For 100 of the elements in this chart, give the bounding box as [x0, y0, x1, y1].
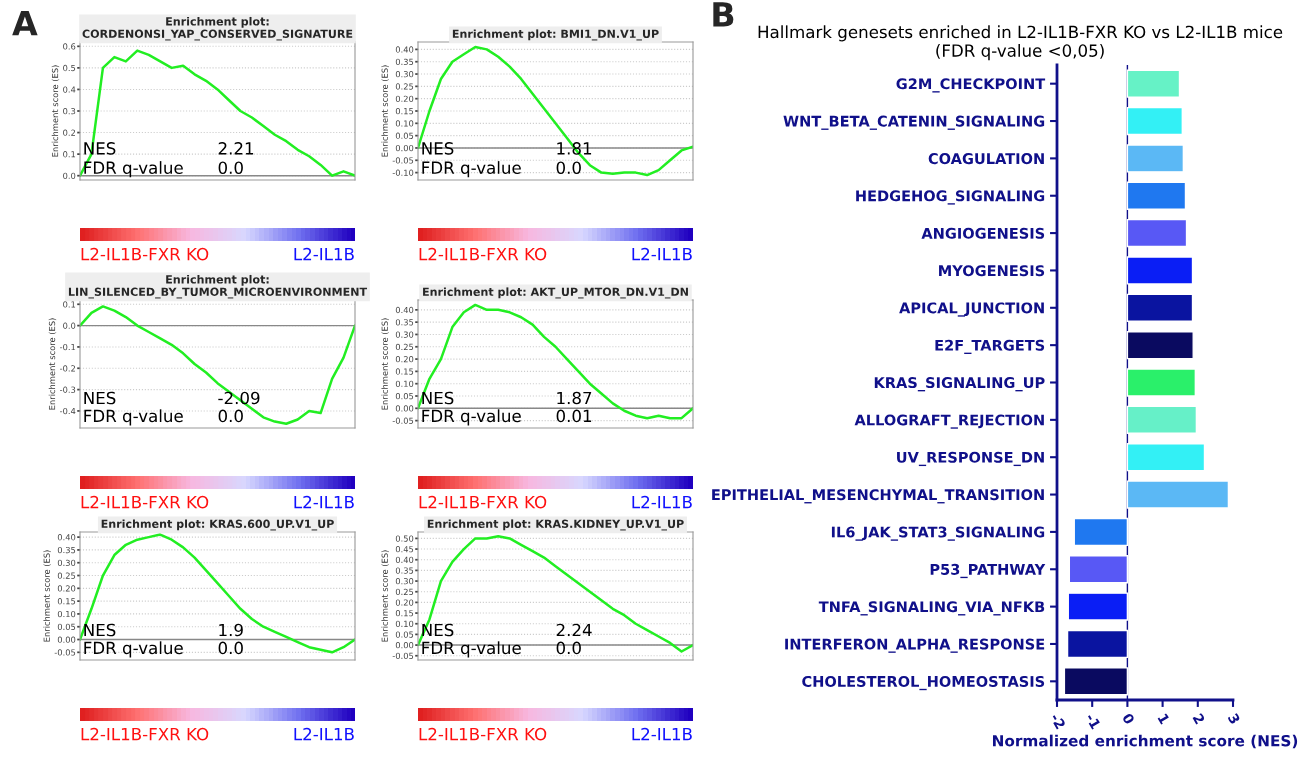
annotation: 0.0 [556, 161, 581, 175]
annotation: 2.21 [218, 142, 254, 155]
y-tick-label: 0.1 [63, 151, 76, 158]
annotation: 0.0 [556, 641, 581, 655]
text: L2-IL1B-FXR KO [81, 495, 209, 509]
y-tick-label: 0.05 [395, 392, 414, 400]
y-tick-label: APICAL_JUNCTION [899, 302, 1044, 317]
y-tick-label: CHOLESTEROL_HOMEOSTASIS [802, 675, 1045, 691]
text: L2-IL1B-FXR KO [419, 495, 547, 509]
y-tick-label: 0.5 [63, 64, 76, 72]
y-tick-label: UV_RESPONSE_DN [897, 451, 1044, 467]
text: L2-IL1B-FXR KO [419, 727, 547, 741]
text: L2-IL1B [294, 247, 354, 261]
annotation: 0.0 [218, 409, 243, 423]
y-tick-label: 0.10 [395, 120, 414, 127]
x-axis-title: Normalized enrichment score (NES) [993, 734, 1298, 749]
y-axis-title: Enrichment score (ES) [381, 550, 389, 642]
y-tick-label: 0.15 [395, 107, 414, 115]
y-tick-label: 0.00 [395, 642, 414, 649]
x-tick-label: 2 [1192, 712, 1206, 725]
y-tick-label: 0.3 [63, 107, 76, 115]
y-tick-label: -0.1 [59, 343, 76, 351]
y-tick-label: 0.25 [395, 83, 414, 90]
y-tick-label: G2M_CHECKPOINT [896, 78, 1046, 93]
text: L2-IL1B [632, 727, 692, 741]
y-tick-label: 0.15 [395, 368, 414, 375]
annotation: FDR q-value [422, 161, 521, 178]
y-axis-title: Enrichment score (ES) [48, 318, 57, 410]
y-tick-label: 0.25 [395, 588, 414, 596]
y-tick-label: 0.35 [395, 319, 414, 326]
y-tick-label: 0.05 [57, 623, 76, 630]
chart-title: Enrichment plot: CORDENONSI_YAP_CONSERVED_SIGNATURE [82, 16, 353, 41]
y-tick-label: -0.05 [54, 649, 76, 656]
y-tick-label: 0.00 [395, 144, 414, 152]
text: L2-IL1B-FXR KO [81, 727, 209, 741]
y-axis-title: Enrichment score (ES) [381, 318, 389, 410]
y-tick-label: HEDGEHOG_SIGNALING [856, 190, 1045, 205]
annotation: 0.01 [556, 409, 592, 423]
y-axis-title: Enrichment score (ES) [43, 550, 51, 642]
annotation: 0.0 [218, 641, 243, 655]
annotation: FDR q-value [84, 641, 183, 658]
y-tick-label: 0.25 [395, 343, 414, 351]
y-tick-label: 0.4 [63, 86, 76, 93]
y-tick-label: 0.6 [63, 43, 76, 50]
y-tick-label: 0.40 [57, 534, 76, 541]
chart-title: Enrichment plot: LIN_SILENCED_BY_TUMOR_MICROENVIRONMENT [68, 274, 368, 299]
y-tick-label: KRAS_SIGNALING_UP [874, 377, 1045, 392]
x-tick-label: 0 [1121, 712, 1136, 725]
y-tick-label: -0.3 [59, 386, 76, 393]
y-tick-label: 0.40 [395, 306, 414, 314]
y-tick-label: 0.10 [395, 620, 414, 628]
y-tick-label: 0.15 [395, 610, 414, 617]
annotation: NES [422, 142, 454, 155]
y-tick-label: 0.50 [395, 535, 414, 542]
y-tick-label: E2F_TARGETS [935, 339, 1045, 354]
y-tick-label: 0.35 [57, 546, 76, 554]
y-tick-label: -0.05 [392, 652, 414, 660]
y-axis-title: Enrichment score (ES) [381, 65, 389, 157]
y-tick-label: WNT_BETA_CATENIN_SIGNALING [783, 115, 1045, 130]
text: L2-IL1B [632, 247, 692, 261]
y-tick-label: 0.45 [395, 546, 414, 553]
y-tick-label: P53_PATHWAY [930, 563, 1046, 579]
y-tick-label: ANGIOGENESIS [921, 227, 1045, 239]
annotation: 2.24 [556, 623, 592, 637]
annotation: NES [84, 623, 116, 637]
y-tick-label: 0.00 [395, 405, 414, 412]
y-tick-label: 0.1 [63, 301, 76, 308]
y-tick-label: MYOGENESIS [939, 265, 1045, 277]
y-tick-label: 0.40 [395, 46, 414, 53]
text: L2-IL1B-FXR KO [81, 247, 209, 261]
text: A [12, 10, 38, 36]
annotation: FDR q-value [422, 409, 521, 426]
y-tick-label: 0.35 [395, 567, 414, 574]
y-tick-label: 0.30 [395, 71, 414, 78]
annotation: FDR q-value [422, 641, 521, 658]
y-tick-label: IL6_JAK_STAT3_SIGNALING [831, 526, 1045, 541]
y-tick-label: 0.0 [63, 172, 76, 179]
y-tick-label: 0.15 [57, 598, 76, 605]
text: L2-IL1B [632, 495, 692, 509]
y-tick-label: ALLOGRAFT_REJECTION [854, 414, 1044, 429]
y-tick-label: 0.35 [395, 58, 414, 65]
text: B [713, 2, 734, 27]
y-axis-title: Enrichment score (ES) [51, 65, 60, 157]
y-tick-label: 0.0 [63, 322, 76, 329]
y-tick-label: 0.10 [395, 380, 414, 387]
y-tick-label: 0.40 [395, 556, 414, 564]
y-tick-label: INTERFERON_ALPHA_RESPONSE [785, 638, 1045, 653]
annotation: FDR q-value [84, 409, 183, 426]
x-tick-label: -2 [1050, 712, 1066, 730]
annotation: 1.87 [557, 391, 592, 405]
y-tick-label: 0.20 [395, 356, 414, 363]
y-tick-label: 0.20 [395, 599, 414, 606]
text: L2-IL1B-FXR KO [419, 247, 547, 261]
annotation: NES [84, 391, 116, 405]
text: L2-IL1B [294, 495, 354, 509]
chart-title: Hallmark genesets enriched in L2-IL1B-FXR KO vs L2-IL1B mice (FDR q-value <0,05) [758, 25, 1283, 61]
y-tick-label: 0.30 [57, 559, 76, 566]
x-tick-label: 3 [1227, 712, 1241, 725]
chart-title: Enrichment plot: KRAS.KIDNEY_UP.V1_UP [427, 519, 684, 531]
y-tick-label: -0.2 [59, 365, 75, 372]
